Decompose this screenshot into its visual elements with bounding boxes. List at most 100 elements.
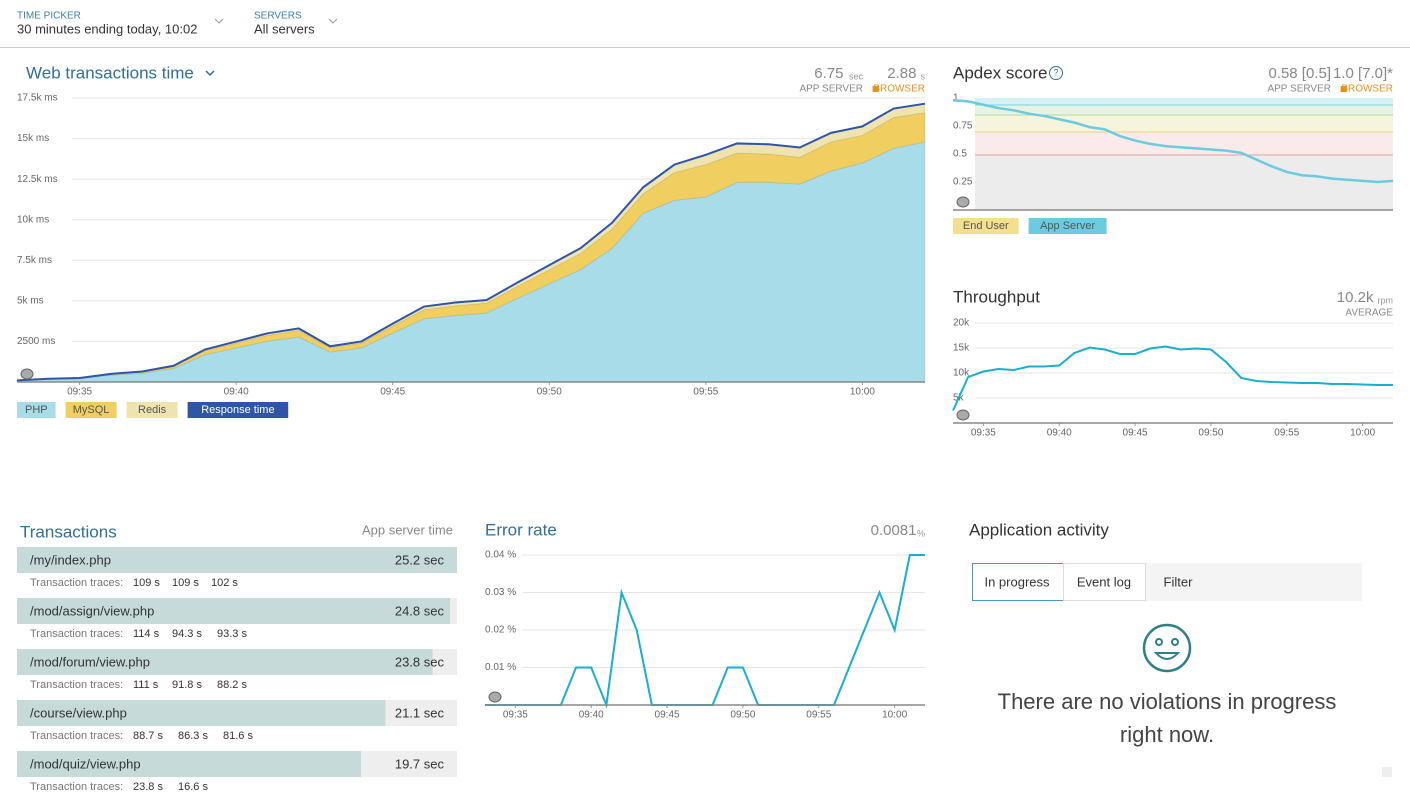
stat-value: 6.75: [814, 65, 843, 82]
trace-link[interactable]: 114 s: [133, 628, 160, 640]
empty-message: There are no violations in progress: [998, 689, 1337, 714]
value-label: 21.1 sec: [395, 705, 445, 720]
tab-selected[interactable]: [972, 563, 1064, 601]
tab-label[interactable]: In progress: [984, 574, 1050, 589]
smiley-mouth: [1153, 652, 1181, 660]
bar: [17, 700, 386, 726]
legend-swatch: [953, 218, 1019, 234]
value-label: 19.7 sec: [395, 756, 445, 771]
smiley-eye: [1171, 638, 1179, 646]
x-tick-label: 09:40: [579, 710, 604, 721]
legend-label: PHP: [25, 404, 48, 416]
x-tick-label: 09:55: [806, 710, 831, 721]
value-label: 24.8 sec: [395, 603, 445, 618]
y-tick-label: 12.5k ms: [17, 174, 58, 185]
smiley-eye: [1155, 638, 1163, 646]
stat-label: APP SERVER: [1267, 84, 1331, 95]
y-tick-label: 0.25: [953, 177, 973, 188]
y-tick-label: 0.01 %: [485, 662, 516, 673]
chart-title: Throughput: [953, 287, 1040, 306]
apdex-band: [975, 115, 1393, 132]
smiley-icon: [1142, 623, 1192, 673]
x-tick-label: 09:50: [1198, 428, 1223, 439]
trace-link[interactable]: 81.6 s: [223, 730, 253, 742]
y-tick-label: 15k ms: [17, 133, 49, 144]
traces-label: Transaction traces:: [30, 628, 123, 640]
chevron: [328, 18, 338, 24]
trace-link[interactable]: 102 s: [211, 577, 238, 589]
stat-unit: s: [921, 71, 926, 81]
y-tick-label: 0.02 %: [485, 625, 516, 636]
trace-link[interactable]: 109 s: [133, 577, 160, 589]
trace-link[interactable]: 91.8 s: [172, 679, 202, 691]
stat-value: 2.88: [887, 65, 916, 82]
legend-label: End User: [963, 220, 1009, 232]
transaction-row[interactable]: /mod/quiz/view.php 19.7 sec Transaction tr…: [17, 751, 457, 793]
logo-icon: [956, 196, 970, 208]
transaction-name: /course/view.php: [30, 705, 127, 720]
y-tick-label: 10k: [953, 368, 970, 379]
x-tick-label: 09:50: [730, 710, 755, 721]
x-tick-label: 09:40: [1047, 428, 1072, 439]
y-tick-label: 5k ms: [17, 295, 44, 306]
trace-link[interactable]: 88.7 s: [133, 730, 163, 742]
trace-link[interactable]: 109 s: [172, 577, 199, 589]
legend-swatch: [1028, 218, 1107, 234]
trace-link[interactable]: 23.8 s: [133, 781, 163, 793]
tab-label[interactable]: Filter: [1164, 574, 1194, 589]
bar: [17, 649, 433, 675]
transaction-name: /my/index.php: [30, 552, 111, 567]
stat-unit: rpm: [1378, 295, 1394, 305]
transaction-row[interactable]: /mod/assign/view.php 24.8 sec Transaction …: [17, 598, 457, 640]
help-icon[interactable]: [1049, 66, 1063, 80]
y-tick-label: 0.03 %: [485, 587, 516, 598]
value-label: 23.8 sec: [395, 654, 445, 669]
transaction-row[interactable]: /my/index.php 25.2 sec Transaction traces:…: [17, 547, 457, 589]
x-tick-label: 09:35: [971, 428, 996, 439]
legend-swatch: [65, 402, 117, 418]
tab-label[interactable]: Event log: [1077, 574, 1131, 589]
servers-label: SERVERS: [254, 11, 302, 22]
section-title: Transactions: [20, 522, 117, 541]
y-tick-label: 0.04 %: [485, 550, 516, 561]
legend-swatch: [126, 402, 178, 418]
transaction-name: /mod/forum/view.php: [30, 654, 150, 669]
transaction-row[interactable]: /mod/forum/view.php 23.8 sec Transaction t…: [17, 649, 457, 691]
trace-link[interactable]: 86.3 s: [178, 730, 208, 742]
transaction-name: /mod/quiz/view.php: [30, 756, 141, 771]
empty-message: right now.: [1120, 722, 1214, 747]
y-tick-label: 0.75: [953, 121, 973, 132]
trace-link[interactable]: 94.3 s: [172, 628, 202, 640]
servers-picker[interactable]: SERVERS All servers: [254, 11, 338, 37]
bar: [17, 751, 361, 777]
trace-link[interactable]: 93.3 s: [217, 628, 247, 640]
bar: [17, 598, 451, 624]
traces-label: Transaction traces:: [30, 679, 123, 691]
chart-title: Web transactions time: [26, 63, 194, 82]
time-picker[interactable]: TIME PICKER 30 minutes ending today, 10:…: [17, 11, 224, 37]
trace-link[interactable]: 111 s: [133, 679, 159, 691]
apdex-band: [975, 155, 1393, 210]
servers-value: All servers: [254, 21, 315, 36]
tab[interactable]: [1063, 563, 1146, 601]
corner-icon: [1382, 767, 1392, 777]
x-tick-label: 09:50: [537, 387, 562, 398]
y-tick-label: 2500 ms: [17, 336, 55, 347]
y-tick-label: 15k: [953, 343, 970, 354]
stat-value: 1.0 [7.0]*: [1333, 65, 1393, 82]
trace-link[interactable]: 16.6 s: [178, 781, 208, 793]
stat-unit: %: [917, 528, 925, 538]
x-tick-label: 09:35: [67, 387, 92, 398]
chevron[interactable]: [205, 70, 215, 77]
y-tick-label: 17.5k ms: [17, 93, 58, 104]
chevron: [214, 18, 224, 24]
transaction-row[interactable]: /course/view.php 21.1 sec Transaction trac…: [17, 700, 457, 742]
apdex-band: [975, 105, 1393, 115]
chart-title: Apdex score: [953, 63, 1048, 82]
trace-link[interactable]: 88.2 s: [217, 679, 247, 691]
line: [16, 102, 926, 382]
transaction-name: /mod/assign/view.php: [30, 603, 154, 618]
chart-title: Error rate: [485, 520, 557, 539]
browser-swatch: [1340, 86, 1347, 92]
